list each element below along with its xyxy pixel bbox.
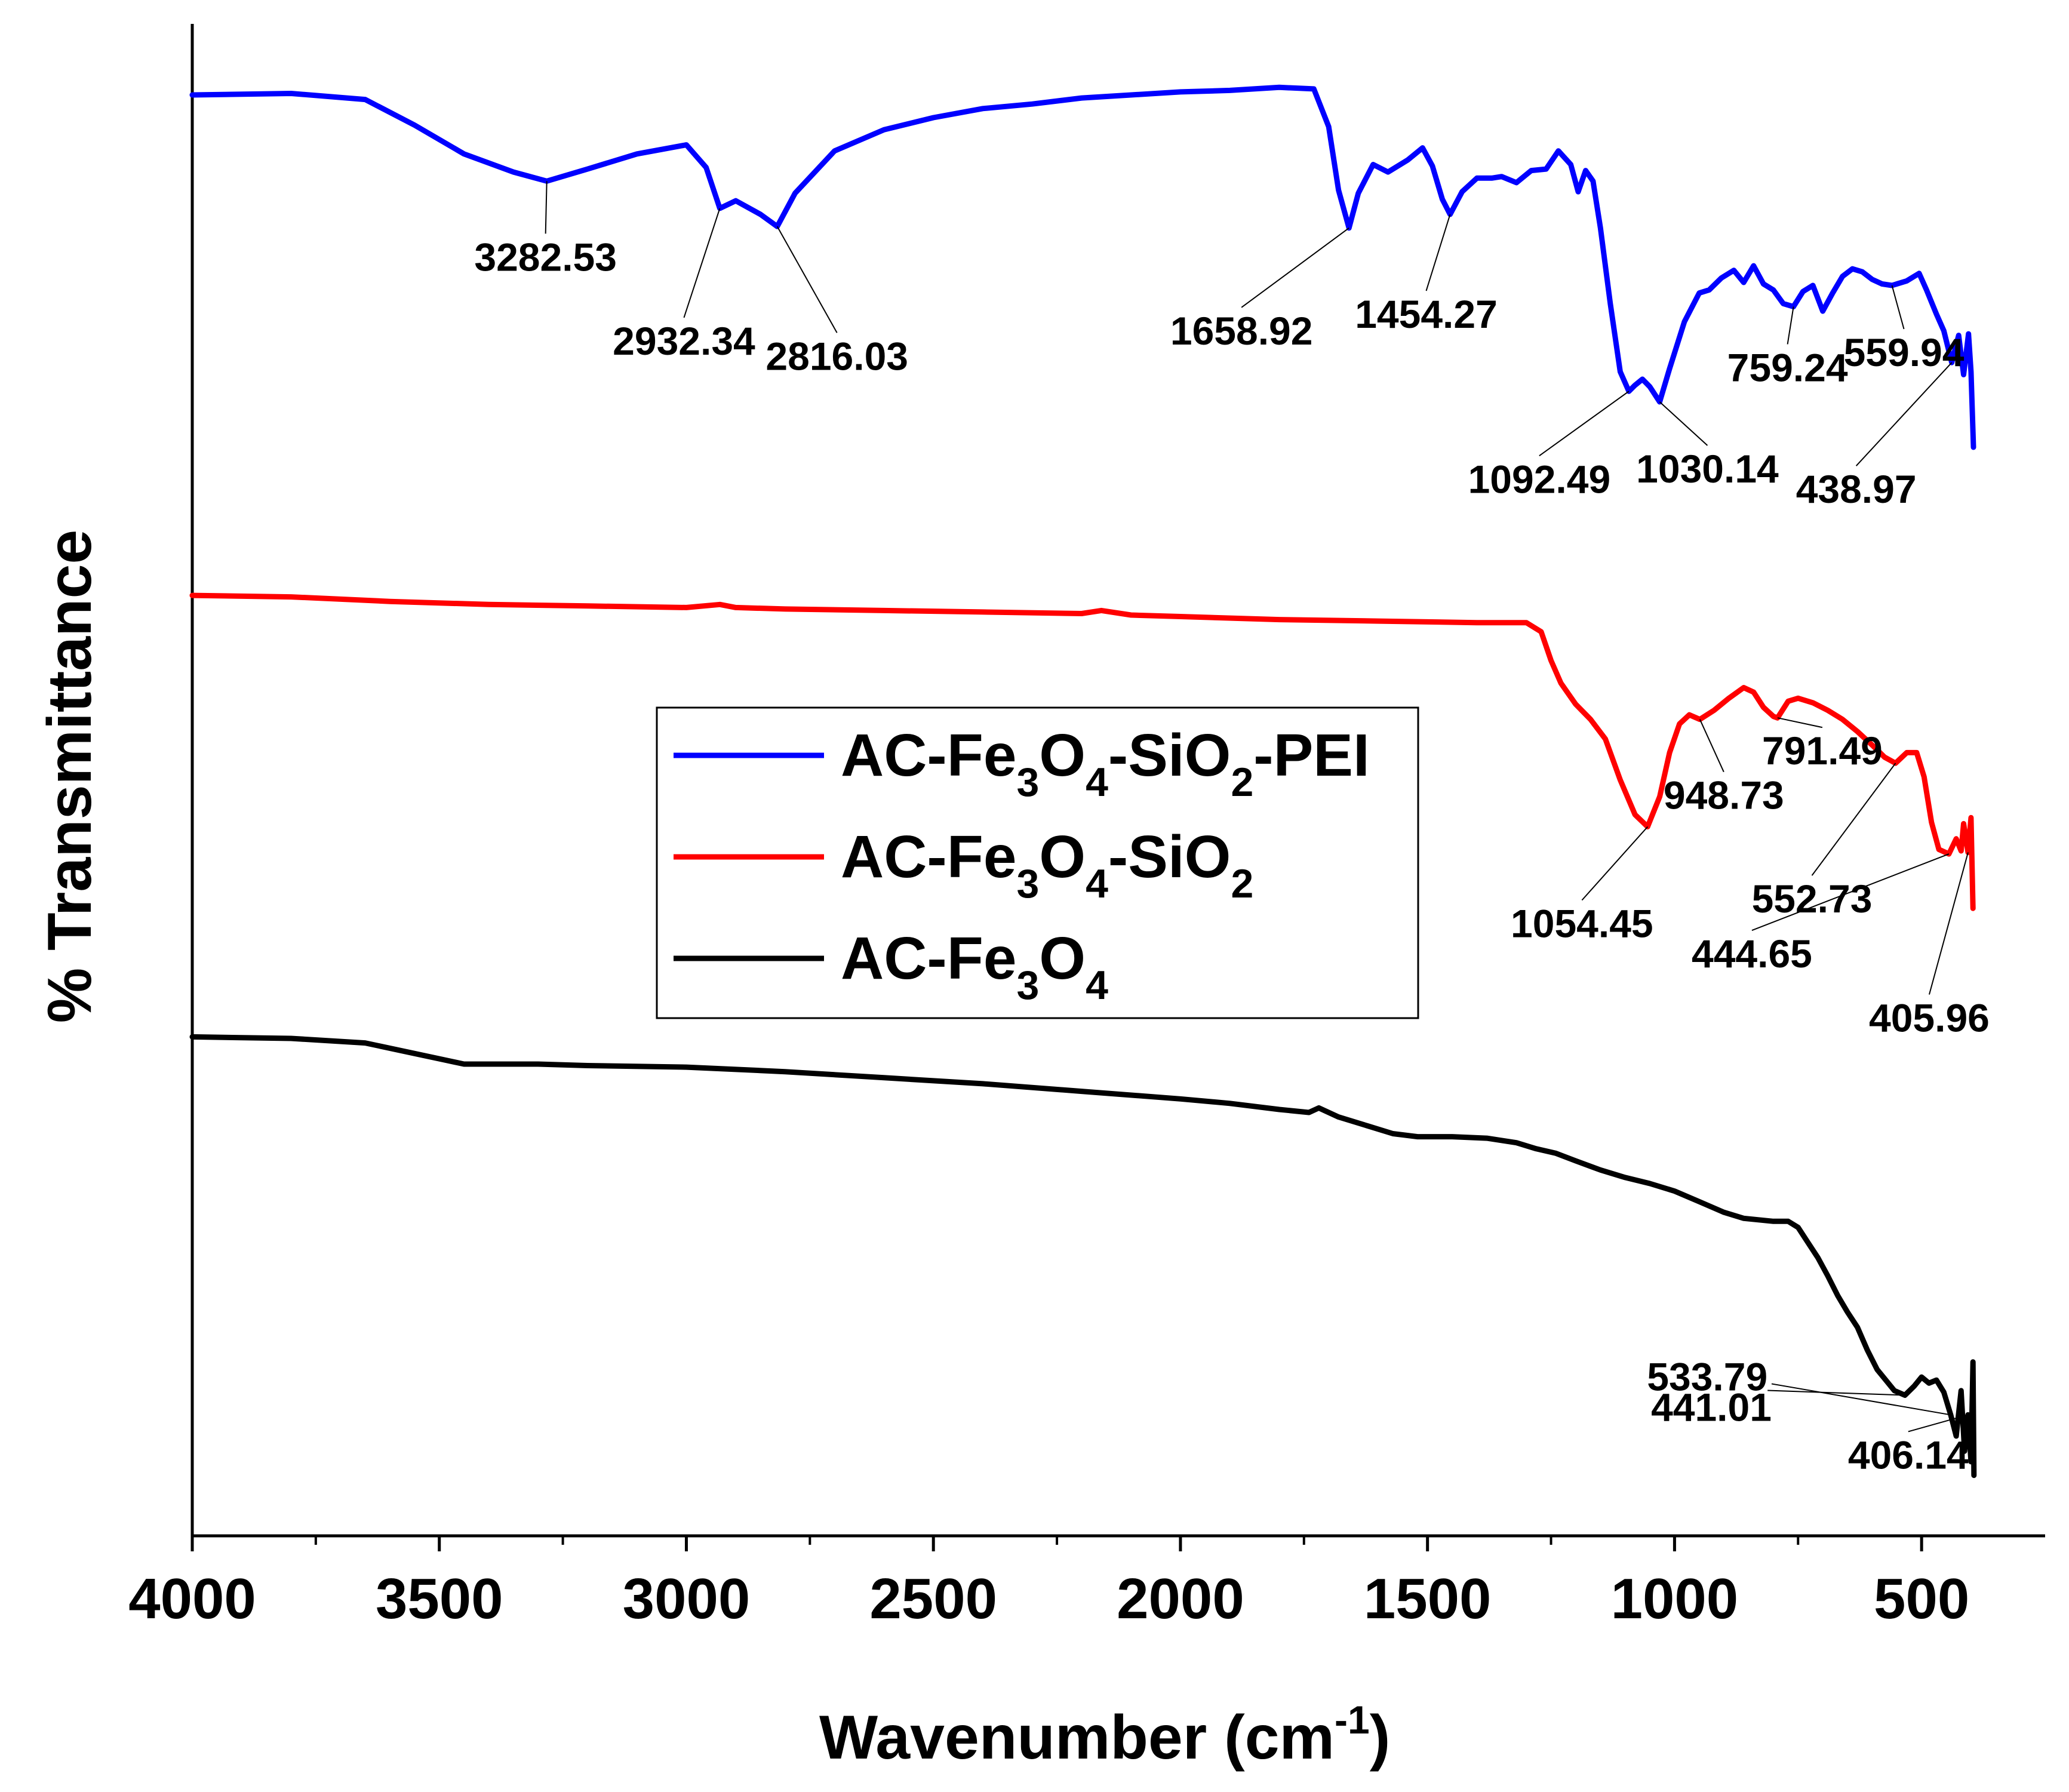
series-line-2	[189, 1034, 1977, 1479]
legend-label-1: AC-Fe3O4-SiO2	[841, 823, 1253, 906]
x-tick-label: 1000	[1611, 1567, 1739, 1631]
y-axis-title: % Transmittance	[35, 530, 104, 1023]
x-axis-title: Wavenumber (cm-1)	[819, 1698, 1390, 1772]
annotation-label: 444.65	[1692, 932, 1812, 976]
annotation-label: 559.94	[1844, 330, 1965, 374]
annotation-label: 1454.27	[1355, 292, 1498, 336]
annotation-label: 2816.03	[766, 334, 908, 378]
annotation-label: 533.79	[1647, 1355, 1767, 1399]
annotation-label: 948.73	[1664, 773, 1784, 817]
annotation-label: 438.97	[1796, 467, 1917, 511]
annotation-label: 441.01	[1651, 1385, 1772, 1429]
annotation-label: 1030.14	[1636, 447, 1779, 491]
annotation-leader	[1539, 391, 1630, 457]
x-tick-label: 1500	[1364, 1567, 1492, 1631]
annotation-label: 552.73	[1752, 877, 1873, 921]
series-line-0	[189, 84, 1976, 450]
annotation-leader	[776, 226, 838, 333]
series-line-1	[189, 592, 1976, 911]
annotation-leader	[1787, 306, 1794, 345]
annotation-label: 791.49	[1762, 729, 1883, 773]
annotation-label: 759.24	[1727, 345, 1848, 389]
annotation-leader	[1928, 852, 1969, 995]
x-tick-label: 4000	[128, 1567, 256, 1631]
annotation-leader	[1777, 717, 1823, 729]
annotation-label: 406.14	[1848, 1433, 1969, 1477]
x-axis-title-main: Wavenumber (cm	[819, 1703, 1335, 1772]
spectra	[189, 84, 1977, 1479]
annotation-leader	[1425, 214, 1451, 291]
annotation-leader	[1811, 763, 1896, 876]
annotation-leader	[1908, 1414, 1969, 1433]
legend: AC-Fe3O4-SiO2-PEI AC-Fe3O4-SiO2 AC-Fe3O4	[656, 706, 1419, 1019]
annotation-leader	[683, 208, 721, 318]
legend-label-0: AC-Fe3O4-SiO2-PEI	[841, 722, 1370, 805]
annotation-leader	[1241, 228, 1349, 308]
legend-box	[656, 706, 1419, 1019]
x-ticks: 4000 3500 3000 2500 2000 1500 1000 500	[128, 1536, 1969, 1631]
annotation-label: 2932.34	[613, 319, 755, 363]
x-tick-label: 500	[1874, 1567, 1969, 1631]
annotation-leader	[1767, 1390, 1905, 1396]
x-axis-title-sup: -1	[1335, 1698, 1370, 1742]
annotation-label: 405.96	[1869, 996, 1990, 1040]
annotation-leader	[1659, 401, 1708, 446]
annotation-leader	[1751, 853, 1950, 932]
annotation-label: 1092.49	[1468, 457, 1611, 501]
x-axis-title-close: )	[1370, 1703, 1391, 1772]
annotation-leader	[1581, 826, 1649, 901]
annotation-leader	[545, 181, 548, 234]
x-tick-label: 3500	[376, 1567, 503, 1631]
axes	[190, 24, 2045, 1538]
x-tick-label: 2500	[869, 1567, 997, 1631]
legend-label-2: AC-Fe3O4	[841, 925, 1108, 1008]
annotation-leader	[1891, 285, 1905, 330]
annotation-label: 3282.53	[474, 235, 617, 279]
peak-annotations: 3282.53 2932.34 2816.03 1658.92 1454.27 1092.…	[474, 181, 1990, 1477]
annotation-label: 1054.45	[1511, 901, 1653, 945]
annotation-leader	[1699, 719, 1724, 773]
annotation-label: 1658.92	[1170, 309, 1313, 353]
x-tick-label: 3000	[623, 1567, 751, 1631]
annotation-leader	[1771, 1383, 1951, 1416]
x-tick-label: 2000	[1117, 1567, 1244, 1631]
annotation-leader	[1855, 362, 1953, 466]
